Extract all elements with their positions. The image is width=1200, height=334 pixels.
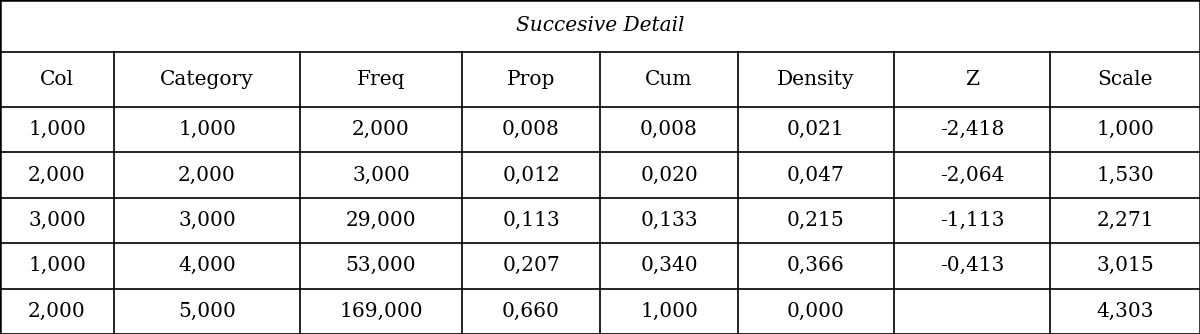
- Text: 1,000: 1,000: [1096, 120, 1154, 139]
- Text: 3,000: 3,000: [28, 211, 86, 230]
- Text: Cum: Cum: [646, 70, 692, 89]
- Text: 1,530: 1,530: [1096, 166, 1154, 184]
- Text: 0,000: 0,000: [787, 302, 845, 321]
- Text: Prop: Prop: [506, 70, 556, 89]
- Text: 169,000: 169,000: [340, 302, 422, 321]
- Text: -2,418: -2,418: [940, 120, 1004, 139]
- Text: 2,000: 2,000: [28, 302, 86, 321]
- Text: Col: Col: [40, 70, 74, 89]
- Text: Density: Density: [778, 70, 854, 89]
- Text: 0,008: 0,008: [502, 120, 560, 139]
- Text: 0,012: 0,012: [502, 166, 560, 184]
- Text: 2,000: 2,000: [178, 166, 236, 184]
- Text: 1,000: 1,000: [28, 120, 86, 139]
- Text: 53,000: 53,000: [346, 257, 416, 275]
- Text: 0,207: 0,207: [502, 257, 560, 275]
- Text: 5,000: 5,000: [178, 302, 236, 321]
- Text: -0,413: -0,413: [940, 257, 1004, 275]
- Text: -1,113: -1,113: [940, 211, 1004, 230]
- Text: 3,000: 3,000: [352, 166, 410, 184]
- Text: Scale: Scale: [1097, 70, 1153, 89]
- Text: 4,000: 4,000: [178, 257, 236, 275]
- Text: Freq: Freq: [356, 70, 406, 89]
- Text: Succesive Detail: Succesive Detail: [516, 16, 684, 35]
- Text: 3,015: 3,015: [1096, 257, 1154, 275]
- Text: 2,000: 2,000: [28, 166, 86, 184]
- Text: 0,113: 0,113: [502, 211, 560, 230]
- Text: 2,271: 2,271: [1096, 211, 1154, 230]
- Text: 1,000: 1,000: [28, 257, 86, 275]
- Text: 1,000: 1,000: [640, 302, 698, 321]
- Text: 0,340: 0,340: [640, 257, 698, 275]
- Text: 2,000: 2,000: [352, 120, 410, 139]
- Text: 4,303: 4,303: [1097, 302, 1153, 321]
- Text: 0,133: 0,133: [640, 211, 698, 230]
- Text: 0,366: 0,366: [787, 257, 845, 275]
- Text: 0,047: 0,047: [787, 166, 845, 184]
- Text: -2,064: -2,064: [940, 166, 1004, 184]
- Text: Z: Z: [965, 70, 979, 89]
- Text: 0,660: 0,660: [502, 302, 560, 321]
- Text: 0,020: 0,020: [640, 166, 698, 184]
- Text: 29,000: 29,000: [346, 211, 416, 230]
- Text: 1,000: 1,000: [178, 120, 236, 139]
- Text: 0,021: 0,021: [787, 120, 845, 139]
- Text: 0,008: 0,008: [640, 120, 698, 139]
- Text: 0,215: 0,215: [787, 211, 845, 230]
- Text: 3,000: 3,000: [178, 211, 236, 230]
- Text: Category: Category: [160, 70, 254, 89]
